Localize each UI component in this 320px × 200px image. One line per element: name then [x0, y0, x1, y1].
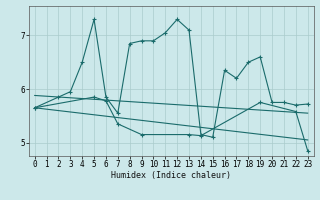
- X-axis label: Humidex (Indice chaleur): Humidex (Indice chaleur): [111, 171, 231, 180]
